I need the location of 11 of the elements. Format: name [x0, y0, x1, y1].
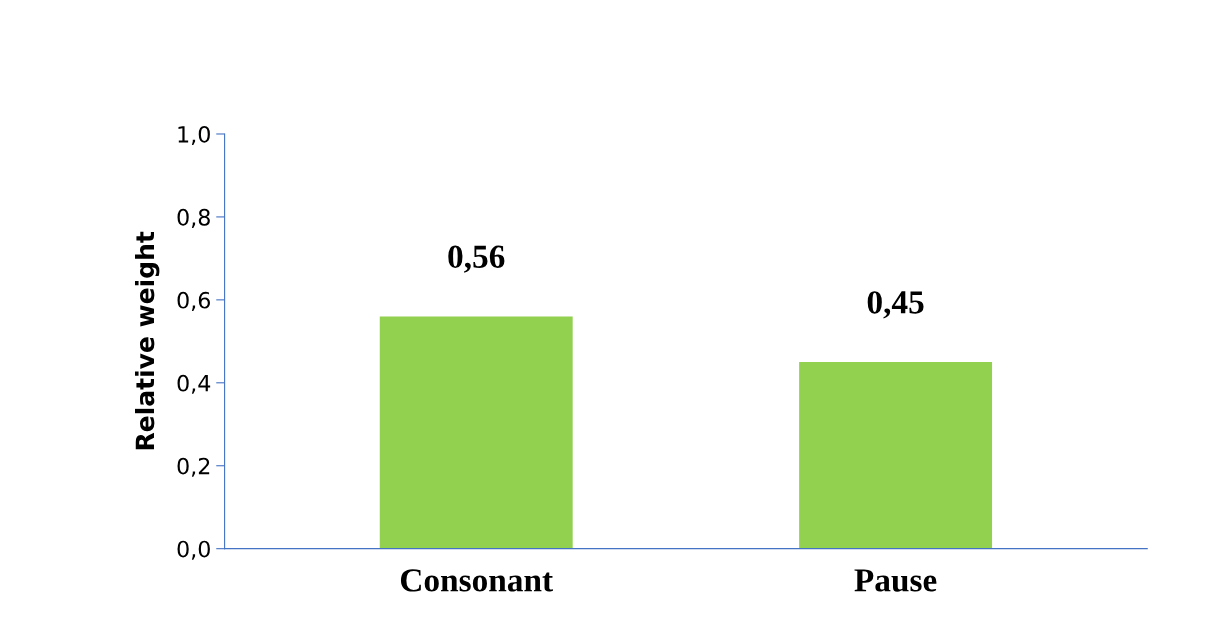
y-tick-label: 1,0: [178, 125, 210, 146]
x-tick-label: Consonant: [400, 569, 553, 592]
y-tick-label: 0,4: [177, 374, 211, 394]
y-tick-label: 0,2: [177, 457, 210, 477]
y-axis-title: Relative weight: [135, 231, 160, 450]
x-tick-label: Pause: [854, 569, 937, 592]
y-tick-label: 0,8: [177, 208, 210, 228]
data-label: 0,56: [448, 245, 505, 273]
data-label: 0,45: [867, 291, 924, 319]
y-tick-label: 0,6: [177, 291, 210, 311]
y-tick-label: 0,0: [177, 540, 210, 560]
